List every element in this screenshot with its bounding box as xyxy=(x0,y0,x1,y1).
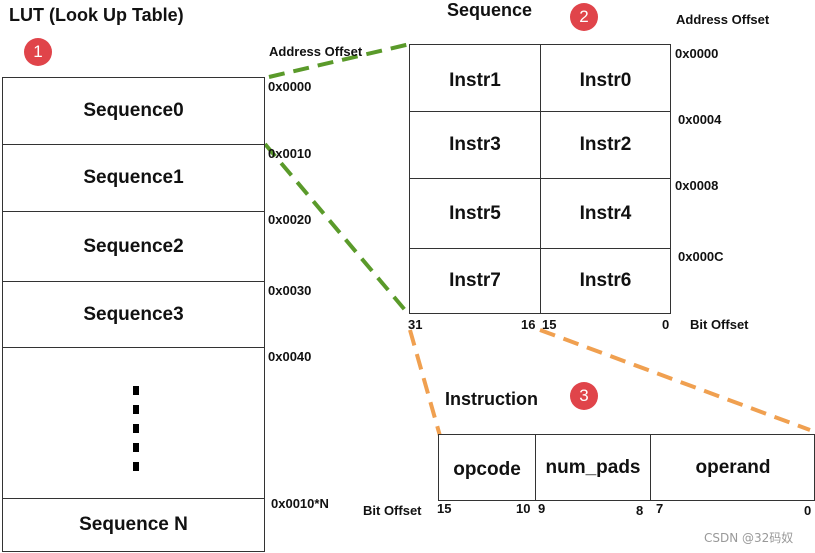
sequence-cell: Instr1 xyxy=(449,70,501,91)
lut-row: Sequence0 xyxy=(3,78,264,145)
instruction-title: Instruction xyxy=(445,389,538,409)
instruction-table: opcode num_pads operand xyxy=(438,434,815,501)
lut-address-offset-label: Address Offset xyxy=(269,44,363,59)
lut-offset: 0x0010 xyxy=(268,146,312,161)
lut-table: Sequence0 Sequence1 Sequence2 Sequence3 … xyxy=(2,77,265,552)
sequence-offset: 0x0008 xyxy=(675,178,719,193)
instruction-divider xyxy=(535,435,536,500)
ellipsis-dot xyxy=(133,405,139,414)
lut-offset: 0x0000 xyxy=(268,79,312,94)
sequence-bit-offset-label: Bit Offset xyxy=(690,317,749,332)
sequence-badge: 2 xyxy=(570,3,598,31)
instruction-field-operand: operand xyxy=(695,457,771,478)
instruction-bit-label: 10 xyxy=(516,501,531,516)
sequence-cell: Instr3 xyxy=(449,133,501,155)
instruction-field-num-pads: num_pads xyxy=(545,457,641,478)
sequence-table: Instr1 Instr0 Instr3 Instr2 Instr5 Instr… xyxy=(409,44,671,314)
instruction-divider xyxy=(650,435,651,500)
sequence-divider xyxy=(410,111,670,112)
sequence-offset: 0x0000 xyxy=(675,46,719,61)
sequence-cell: Instr6 xyxy=(579,270,632,291)
lut-row-label: Sequence3 xyxy=(83,303,184,325)
sequence-bit-label: 16 xyxy=(521,317,536,332)
lut-badge: 1 xyxy=(24,38,52,66)
ellipsis-dot xyxy=(133,462,139,471)
lut-row: Sequence N xyxy=(3,499,264,551)
lut-row-label: Sequence2 xyxy=(83,235,184,257)
lut-row: Sequence1 xyxy=(3,145,264,212)
orange-connector-left xyxy=(408,329,442,437)
sequence-cell: Instr0 xyxy=(579,70,632,91)
sequence-cell: Instr5 xyxy=(449,202,501,224)
sequence-offset: 0x0004 xyxy=(678,112,722,127)
instruction-bit-offset-label: Bit Offset xyxy=(363,503,422,518)
lut-row-label: Sequence1 xyxy=(83,167,184,188)
lut-offset: 0x0020 xyxy=(268,212,312,227)
lut-row-label: Sequence N xyxy=(79,514,188,535)
lut-offset: 0x0010*N xyxy=(271,496,329,511)
lut-row: Sequence2 xyxy=(3,212,264,282)
sequence-divider xyxy=(410,248,670,249)
sequence-bit-label: 15 xyxy=(542,317,557,332)
instruction-bit-label: 7 xyxy=(656,501,664,516)
sequence-cell: Instr4 xyxy=(579,202,632,224)
sequence-offset: 0x000C xyxy=(678,249,724,264)
orange-connector-right xyxy=(539,328,811,432)
sequence-cell: Instr7 xyxy=(449,270,501,291)
instruction-badge: 3 xyxy=(570,382,598,410)
lut-offset: 0x0040 xyxy=(268,349,312,364)
sequence-bit-label: 31 xyxy=(408,317,423,332)
lut-row-ellipsis xyxy=(3,348,264,499)
sequence-divider xyxy=(410,178,670,179)
ellipsis-dot xyxy=(133,424,139,433)
instruction-field-opcode: opcode xyxy=(453,459,521,480)
ellipsis-dot xyxy=(133,443,139,452)
sequence-bit-label: 0 xyxy=(662,317,670,332)
lut-title: LUT (Look Up Table) xyxy=(9,5,184,25)
sequence-address-offset-label: Address Offset xyxy=(676,12,770,27)
ellipsis-dot xyxy=(133,386,139,395)
sequence-cell: Instr2 xyxy=(579,133,632,155)
instruction-bit-label: 9 xyxy=(538,501,546,516)
green-connector-bottom xyxy=(263,142,407,312)
instruction-bit-label: 8 xyxy=(636,503,644,518)
lut-row: Sequence3 xyxy=(3,282,264,348)
instruction-bit-label: 15 xyxy=(437,501,452,516)
lut-offset: 0x0030 xyxy=(268,283,312,298)
sequence-title: Sequence xyxy=(447,0,533,20)
lut-row-label: Sequence0 xyxy=(83,100,184,121)
watermark: CSDN @32码奴 xyxy=(704,531,794,545)
sequence-divider-vertical xyxy=(540,45,541,313)
instruction-bit-label: 0 xyxy=(804,503,812,518)
